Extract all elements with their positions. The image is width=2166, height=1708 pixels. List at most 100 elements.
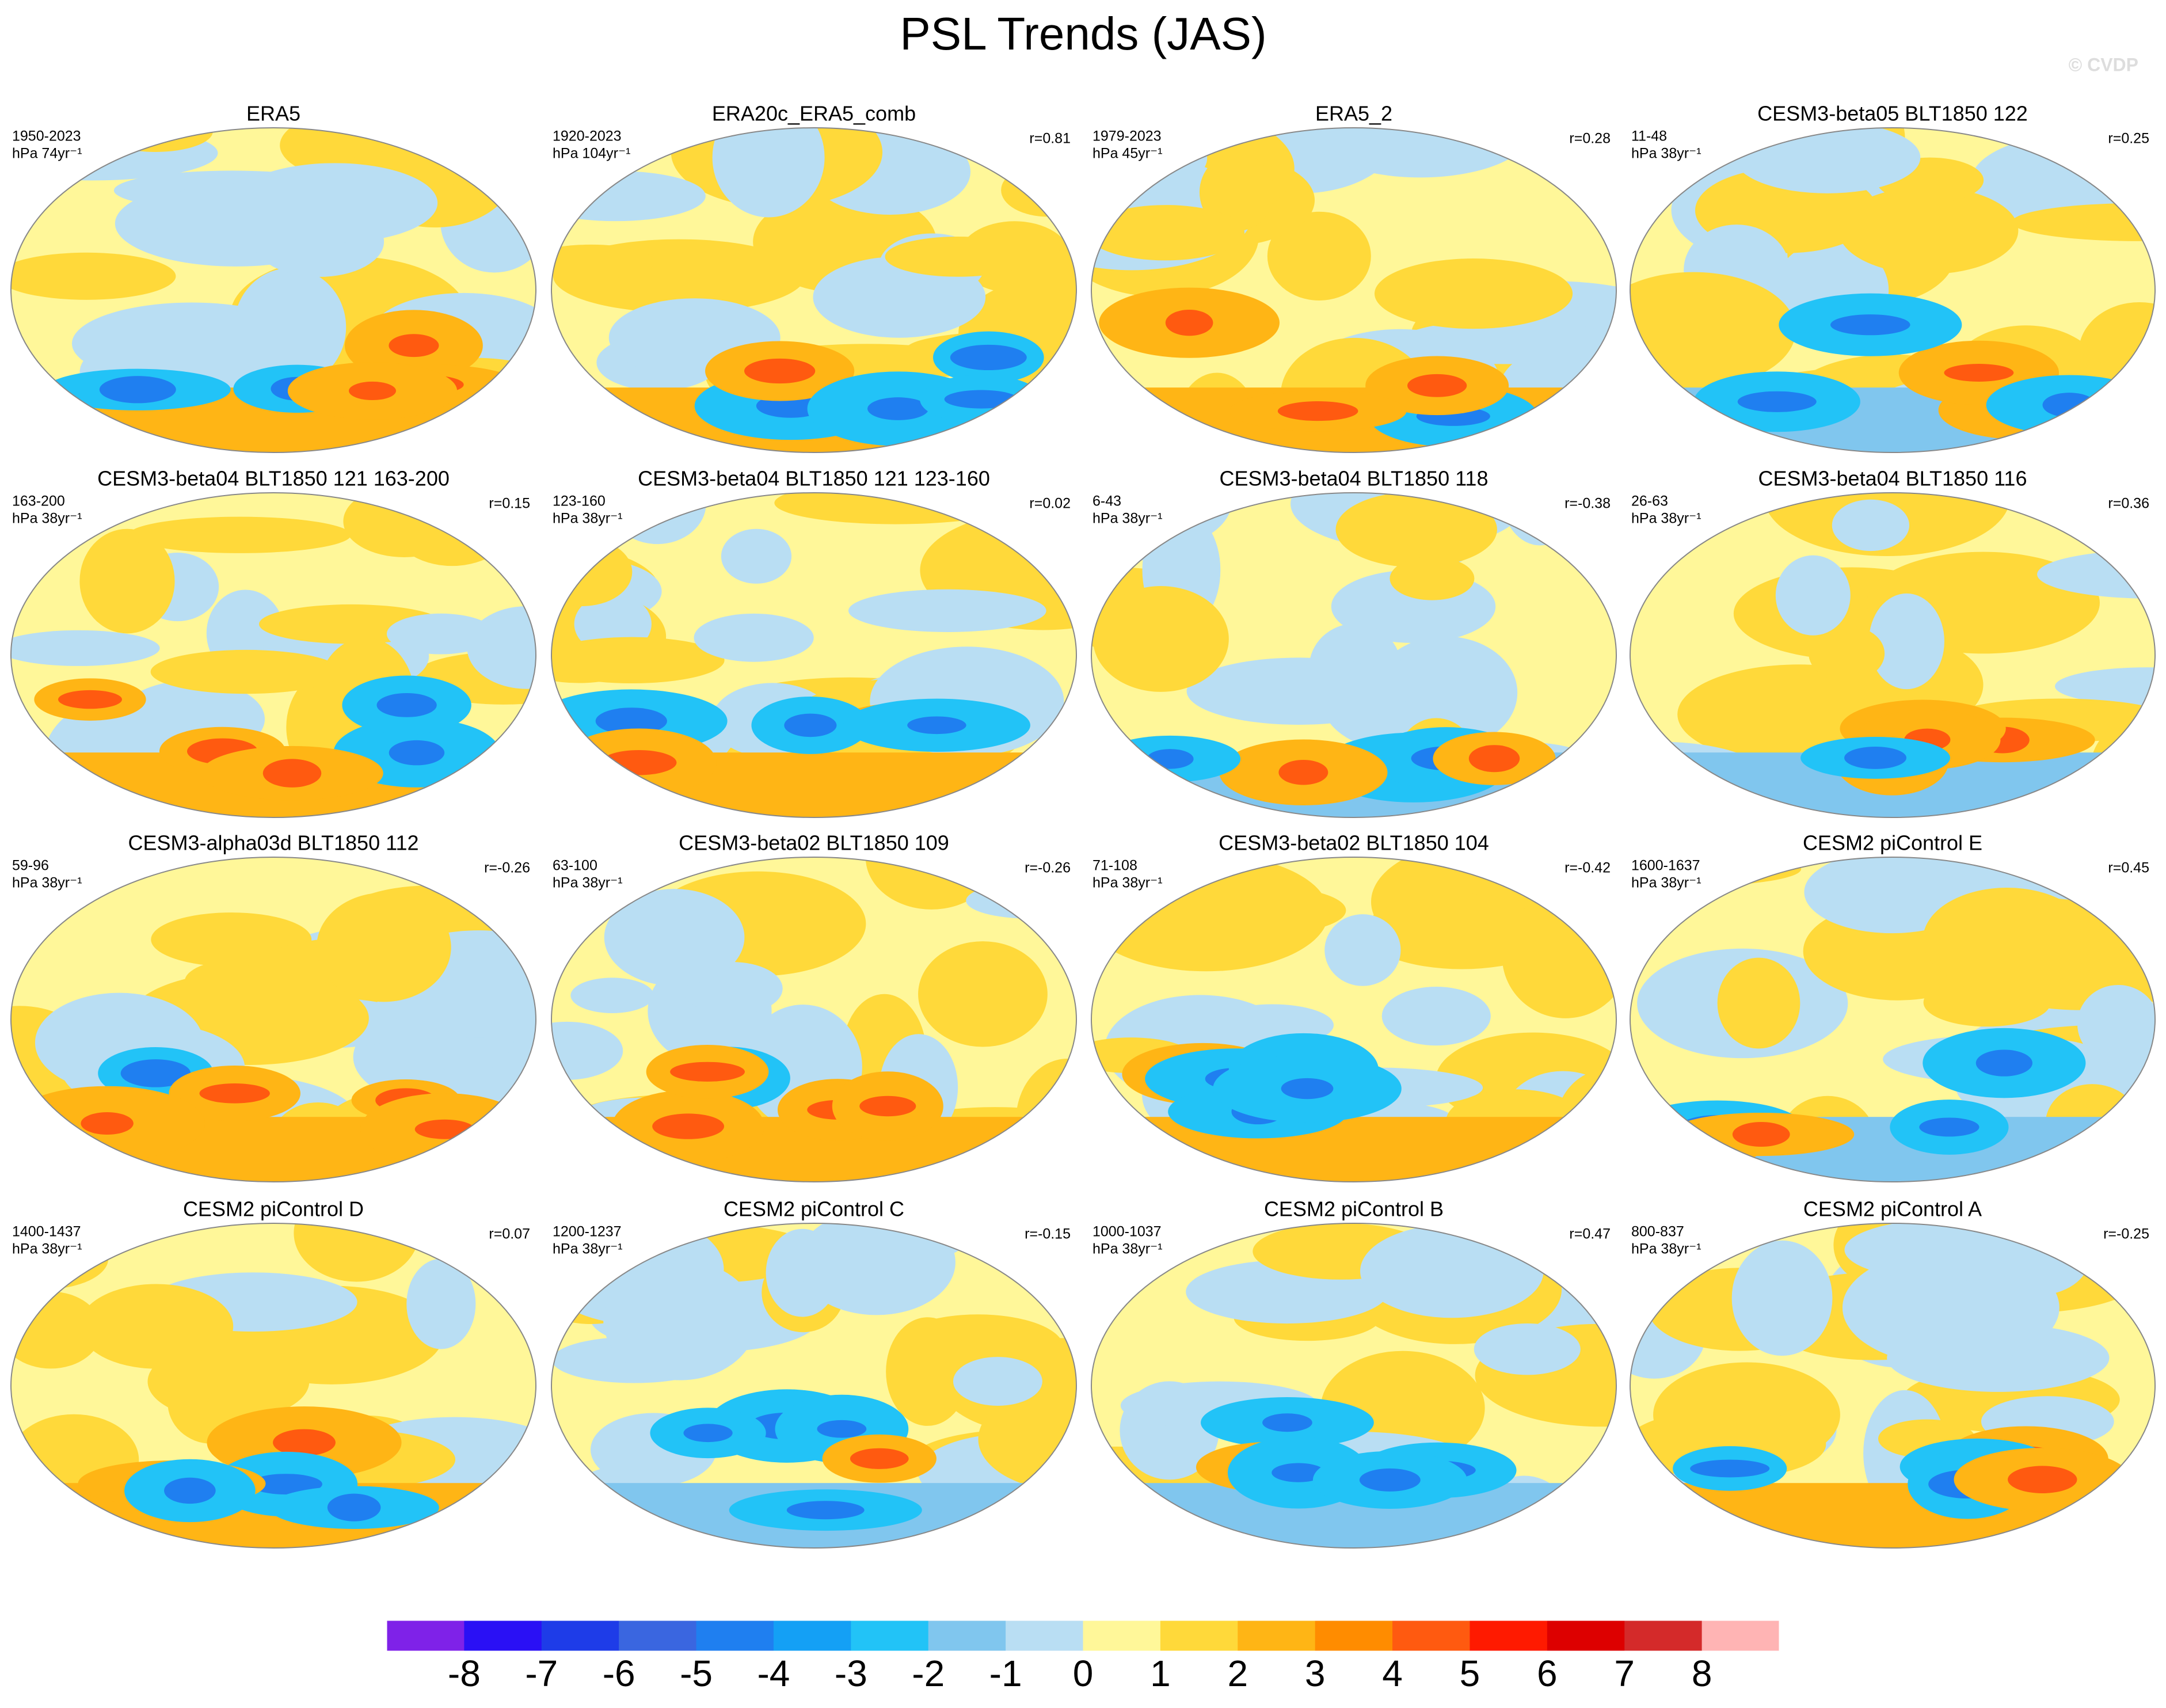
field-blob (1868, 593, 1944, 690)
field-blob (150, 649, 342, 694)
panel-correlation: r=0.15 (489, 496, 530, 512)
field-blob (386, 613, 495, 655)
field-blob (316, 892, 451, 1002)
field-blob (234, 268, 347, 386)
panel-period: 1000-1037 (1092, 1224, 1162, 1240)
colorbar-label: 4 (1382, 1653, 1403, 1694)
panel-title: CESM3-beta02 BLT1850 104 (1219, 831, 1489, 855)
panel-units: hPa 38yr⁻¹ (12, 875, 82, 891)
panel-period: 26-63 (1631, 493, 1668, 509)
field-blob (199, 1083, 270, 1104)
panel-correlation: r=-0.26 (1025, 860, 1071, 876)
field-blob (907, 716, 966, 735)
field-blob (712, 128, 825, 218)
panel-period: 1950-2023 (12, 128, 81, 144)
colorbar-label: 3 (1305, 1653, 1326, 1694)
field-blob (1360, 1224, 1544, 1318)
field-blob (376, 693, 437, 717)
panel-title: ERA5 (246, 102, 300, 125)
field-blob (1277, 401, 1358, 421)
field-blob (1390, 557, 1475, 600)
field-blob (850, 1448, 909, 1469)
field-blob (953, 1357, 1042, 1406)
southern-band (1091, 1117, 1616, 1182)
map-outline (1091, 857, 1617, 1182)
map (11, 1223, 536, 1548)
panel-title: CESM3-beta05 BLT1850 122 (1757, 102, 2028, 125)
field-blob (1262, 1413, 1312, 1432)
colorbar-box (1083, 1620, 1161, 1651)
colorbar-box (464, 1620, 542, 1651)
panel-units: hPa 38yr⁻¹ (12, 1241, 82, 1257)
panel-title: CESM3-alpha03d BLT1850 112 (128, 831, 418, 855)
field-blob (231, 163, 438, 243)
field-blob (1335, 493, 1497, 568)
field-blob (1324, 914, 1401, 986)
field-blob (349, 381, 396, 401)
panel-correlation: r=0.81 (1029, 131, 1071, 147)
field-blob (1165, 309, 1213, 336)
field-blob (1731, 1240, 1833, 1356)
panel-correlation: r=0.28 (1569, 131, 1611, 147)
field-blob (867, 397, 929, 420)
colorbar-box (696, 1620, 774, 1651)
field-blob (1809, 625, 1885, 682)
field-blob (2008, 1466, 2077, 1493)
panel-units: hPa 38yr⁻¹ (553, 1241, 623, 1257)
panel-correlation: r=-0.26 (484, 860, 530, 876)
panel-title: ERA20c_ERA5_comb (712, 102, 916, 125)
colorbar-box (773, 1620, 851, 1651)
field-blob (1147, 749, 1194, 769)
field-blob (603, 1260, 757, 1380)
map (1630, 1223, 2155, 1548)
panel-units: hPa 38yr⁻¹ (1631, 875, 1701, 891)
panel-correlation: r=0.47 (1569, 1226, 1611, 1242)
colorbar-frame (386, 1620, 1780, 1652)
panel-correlation: r=-0.38 (1564, 496, 1611, 512)
field-blob (886, 1317, 969, 1426)
field-blob (389, 334, 439, 357)
colorbar-box (541, 1620, 619, 1651)
colorbar-box (851, 1620, 929, 1651)
colorbar-label: 2 (1227, 1653, 1248, 1694)
colorbar-label: -3 (835, 1653, 867, 1694)
panel-correlation: r=0.02 (1029, 496, 1071, 512)
map-outline (551, 127, 1077, 453)
field-blob (744, 358, 816, 384)
panel-period: 123-160 (553, 493, 606, 509)
field-blob (604, 889, 745, 986)
field-blob (848, 589, 1046, 632)
field-blob (1975, 1049, 2032, 1076)
map-outline (1630, 127, 2156, 453)
field-blob (467, 606, 536, 689)
panel-period: 1979-2023 (1092, 128, 1162, 144)
colorbar-box (1547, 1620, 1625, 1651)
colorbar-label: -5 (680, 1653, 713, 1694)
field-blob (262, 759, 322, 788)
map (11, 493, 536, 817)
panel-units: hPa 38yr⁻¹ (1631, 1241, 1701, 1257)
panel-units: hPa 74yr⁻¹ (12, 146, 82, 162)
field-blob (1630, 272, 1796, 389)
field-blob (1281, 1078, 1334, 1100)
panel-period: 163-200 (12, 493, 65, 509)
field-blob (885, 236, 1031, 277)
map-outline (1091, 127, 1617, 453)
panel-correlation: r=-0.15 (1025, 1226, 1071, 1242)
panel-units: hPa 38yr⁻¹ (1631, 146, 1701, 162)
colorbar-label: -1 (989, 1653, 1022, 1694)
map (11, 857, 536, 1182)
field-blob (81, 1112, 134, 1135)
colorbar-label: 7 (1614, 1653, 1635, 1694)
field-blob (1838, 187, 2019, 275)
field-blob (966, 882, 1076, 919)
colorbar-box (619, 1620, 697, 1651)
field-blob (58, 690, 122, 709)
field-blob (1267, 211, 1371, 300)
panel-units: hPa 38yr⁻¹ (12, 511, 82, 527)
map-outline (1630, 492, 2156, 818)
panel-units: hPa 38yr⁻¹ (553, 875, 623, 891)
map-outline (10, 492, 536, 818)
panel-title: CESM3-beta02 BLT1850 109 (679, 831, 949, 855)
panel-period: 11-48 (1631, 128, 1667, 144)
